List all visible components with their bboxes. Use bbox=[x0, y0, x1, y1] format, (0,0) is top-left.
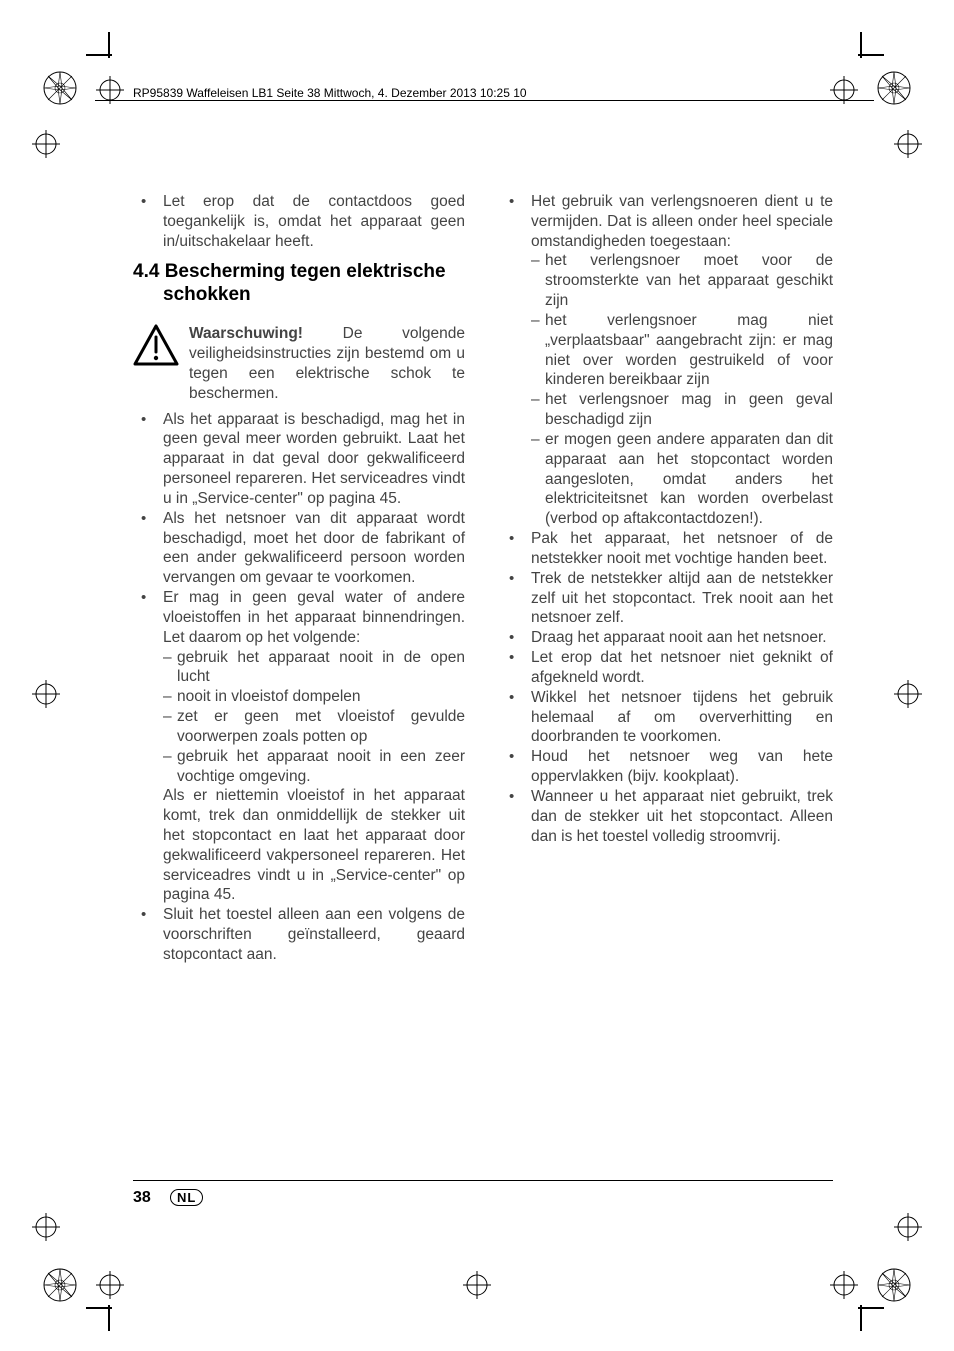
language-badge: NL bbox=[170, 1189, 203, 1207]
sub-list-item: gebruik het apparaat nooit in de open lu… bbox=[163, 648, 465, 688]
header-runhead: RP95839 Waffeleisen LB1 Seite 38 Mittwoc… bbox=[133, 86, 527, 100]
list-item: Let erop dat het netsnoer niet geknikt o… bbox=[501, 648, 833, 688]
page-number: 38 bbox=[133, 1189, 151, 1207]
sub-list-item: gebruik het apparaat nooit in een zeer v… bbox=[163, 747, 465, 787]
list-item: Draag het apparaat nooit aan het netsnoe… bbox=[501, 628, 833, 648]
list-item: Het gebruik van verlengsnoeren dient u t… bbox=[501, 192, 833, 529]
cropmark-icon bbox=[86, 32, 112, 58]
list-item: Als het netsnoer van dit apparaat wordt … bbox=[133, 509, 465, 588]
list-item: Wanneer u het apparaat niet gebruikt, tr… bbox=[501, 787, 833, 846]
warning-triangle-icon bbox=[133, 324, 179, 372]
right-column: Het gebruik van verlengsnoeren dient u t… bbox=[501, 192, 833, 965]
list-item: Pak het apparaat, het netsnoer of de net… bbox=[501, 529, 833, 569]
regmark-cross bbox=[32, 680, 60, 708]
regmark-rosette-br bbox=[876, 1267, 912, 1303]
list-item: Sluit het toestel alleen aan een volgens… bbox=[133, 905, 465, 964]
paragraph: Als er niettemin vloeistof in het appara… bbox=[133, 786, 465, 905]
sub-list-item: zet er geen met vloeistof gevulde voorwe… bbox=[163, 707, 465, 747]
regmark-cross bbox=[463, 1271, 491, 1299]
left-column: Let erop dat de contactdoos goed toegank… bbox=[133, 192, 465, 965]
warning-label: Waarschuwing! bbox=[189, 325, 303, 342]
footer-rule bbox=[133, 1180, 833, 1181]
header-rule bbox=[95, 100, 874, 101]
regmark-rosette-bl bbox=[42, 1267, 78, 1303]
sub-list-item: het verlengsnoer mag in geen geval besch… bbox=[531, 390, 833, 430]
warning-box: Waarschuwing! De volgende veiligheidsins… bbox=[133, 324, 465, 403]
section-heading: 4.4 Bescherming tegen elektrische schokk… bbox=[133, 261, 465, 306]
list-item: Er mag in geen geval water of andere vlo… bbox=[133, 588, 465, 786]
warning-text: Waarschuwing! De volgende veiligheidsins… bbox=[189, 324, 465, 403]
cropmark-icon bbox=[858, 32, 884, 58]
regmark-cross bbox=[32, 1213, 60, 1241]
sub-list-item: nooit in vloeistof dompelen bbox=[163, 687, 465, 707]
regmark-cross bbox=[32, 130, 60, 158]
list-item: Wikkel het netsnoer tijdens het gebruik … bbox=[501, 688, 833, 747]
sub-list-item: het verlengsnoer moet voor de stroomster… bbox=[531, 251, 833, 310]
regmark-cross bbox=[830, 1271, 858, 1299]
regmark-cross bbox=[96, 1271, 124, 1299]
regmark-rosette-tr bbox=[876, 70, 912, 106]
list-item: Houd het netsnoer weg van hete oppervlak… bbox=[501, 747, 833, 787]
regmark-cross bbox=[894, 130, 922, 158]
list-item: Als het apparaat is beschadigd, mag het … bbox=[133, 410, 465, 509]
list-item: Let erop dat de contactdoos goed toegank… bbox=[133, 192, 465, 251]
sub-list-item: het verlengsnoer mag niet „verplaatsbaar… bbox=[531, 311, 833, 390]
regmark-cross bbox=[894, 680, 922, 708]
content-area: Let erop dat de contactdoos goed toegank… bbox=[133, 192, 833, 965]
list-item: Trek de netstekker altijd aan de netstek… bbox=[501, 569, 833, 628]
cropmark-icon bbox=[858, 1305, 884, 1331]
regmark-rosette-tl bbox=[42, 70, 78, 106]
sub-list-item: er mogen geen andere apparaten dan dit a… bbox=[531, 430, 833, 529]
regmark-cross bbox=[894, 1213, 922, 1241]
cropmark-icon bbox=[86, 1305, 112, 1331]
